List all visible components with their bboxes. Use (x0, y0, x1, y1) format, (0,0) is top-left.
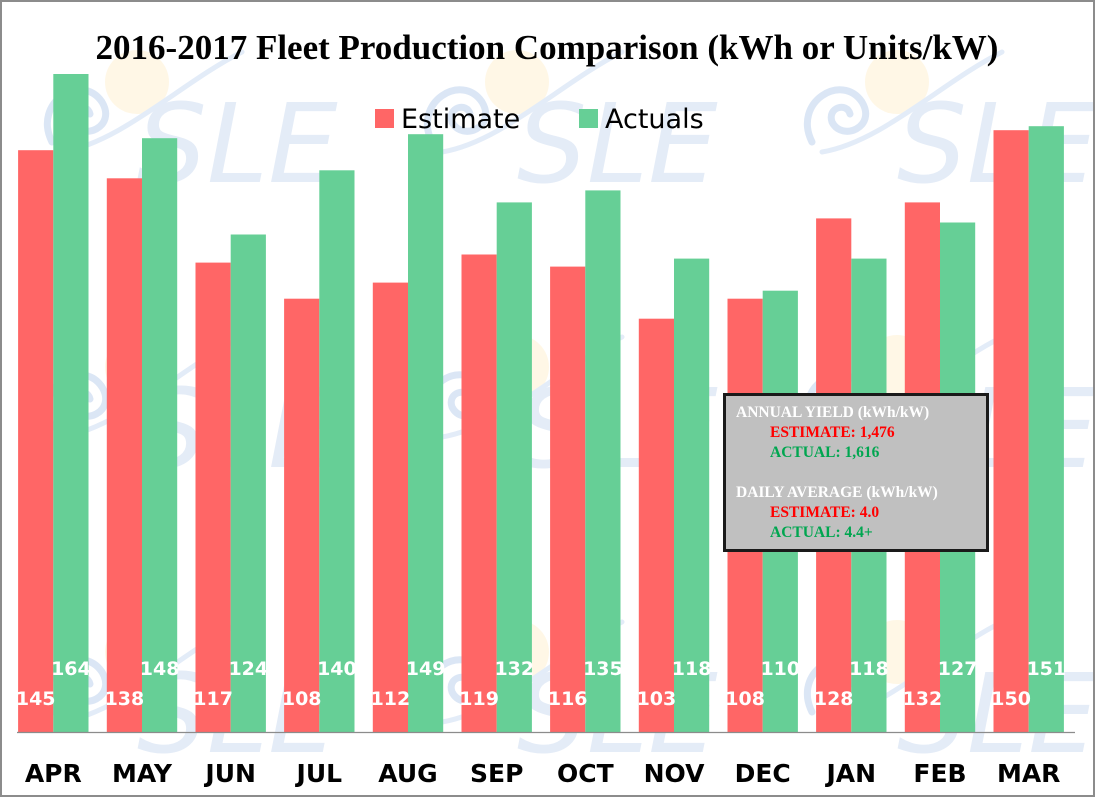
data-label-estimate-sep: 119 (459, 688, 499, 710)
watermark-text: SLE (517, 80, 718, 208)
watermark-swoosh-icon (439, 49, 625, 155)
category-label-mar: MAR (997, 759, 1060, 788)
legend-swatch-actuals (579, 109, 598, 128)
category-label-feb: FEB (913, 759, 966, 788)
bar-estimate-jul (284, 298, 320, 732)
data-label-actuals-aug: 149 (406, 658, 446, 680)
bar-actuals-aug (408, 134, 444, 732)
legend-item-actuals: Actuals (579, 104, 704, 135)
annual-actual: ACTUAL: 1,616 (770, 444, 880, 461)
data-label-actuals-oct: 135 (583, 658, 623, 680)
bar-estimate-mar (993, 130, 1029, 732)
data-label-estimate-aug: 112 (371, 688, 411, 710)
watermark-logo: SLE (43, 49, 338, 208)
data-label-estimate-nov: 103 (637, 688, 677, 710)
category-label-nov: NOV (644, 759, 706, 788)
watermark-sun-icon (485, 50, 549, 114)
data-label-estimate-dec: 108 (725, 688, 765, 710)
bar-actuals-apr (53, 74, 89, 732)
legend-label-estimate: Estimate (401, 104, 520, 135)
category-label-sep: SEP (470, 759, 523, 788)
data-label-actuals-jun: 124 (228, 658, 268, 680)
legend-label-actuals: Actuals (605, 104, 704, 135)
data-label-actuals-mar: 151 (1026, 658, 1066, 680)
category-labels-layer: APR MAY JUN JUL AUG SEP OCT NOV DEC JAN FEB MAR (25, 759, 1061, 788)
bar-estimate-may (106, 178, 142, 733)
watermark-swoosh-icon (819, 49, 1005, 155)
data-label-actuals-apr: 164 (51, 658, 91, 680)
data-label-estimate-apr: 145 (16, 688, 56, 710)
bar-actuals-mar (1028, 126, 1064, 732)
data-label-actuals-dec: 110 (760, 658, 800, 680)
category-label-aug: AUG (378, 759, 437, 788)
data-label-estimate-may: 138 (105, 688, 145, 710)
data-label-estimate-jul: 108 (282, 688, 322, 710)
category-label-may: MAY (112, 759, 173, 788)
bar-actuals-may (142, 138, 178, 732)
legend: Estimate Actuals (375, 104, 704, 135)
bar-estimate-sep (461, 254, 497, 732)
data-label-actuals-sep: 132 (494, 658, 534, 680)
watermark-logo: SLE (423, 49, 718, 208)
data-label-estimate-oct: 116 (548, 688, 588, 710)
category-label-apr: APR (25, 759, 82, 788)
watermark-swirl-icon (423, 86, 490, 146)
bar-estimate-oct (550, 266, 586, 732)
legend-item-estimate: Estimate (375, 104, 520, 135)
category-label-jul: JUL (295, 759, 343, 788)
category-label-dec: DEC (735, 759, 791, 788)
bar-estimate-jun (195, 262, 231, 732)
data-label-estimate-jun: 117 (193, 688, 233, 710)
category-label-jan: JAN (825, 759, 877, 788)
bar-estimate-aug (372, 282, 408, 732)
daily-estimate: ESTIMATE: 4.0 (770, 504, 880, 521)
data-label-actuals-jul: 140 (317, 658, 357, 680)
data-label-actuals-may: 148 (140, 658, 180, 680)
daily-actual: ACTUAL: 4.4+ (770, 524, 873, 541)
data-label-actuals-nov: 118 (672, 658, 712, 680)
data-label-estimate-feb: 132 (903, 688, 943, 710)
chart-title: 2016-2017 Fleet Production Comparison (k… (96, 28, 999, 67)
spacer (726, 463, 986, 483)
legend-swatch-estimate (375, 109, 394, 128)
watermark-sun-icon (105, 50, 169, 114)
annual-yield-header: ANNUAL YIELD (kWh/kW) (736, 404, 930, 421)
bar-actuals-sep (496, 202, 532, 732)
annual-yield-annotation-box: ANNUAL YIELD (kWh/kW) ESTIMATE: 1,476 AC… (723, 393, 989, 552)
bar-estimate-nov (638, 318, 674, 732)
data-label-actuals-jan: 118 (849, 658, 889, 680)
bar-actuals-oct (585, 190, 621, 732)
category-label-jun: JUN (203, 759, 256, 788)
data-labels-layer: 145 164 138 148 117 124 108 140 112 149 119 132 116 1… (16, 658, 1066, 710)
watermark-sun-icon (865, 50, 929, 114)
daily-average-header: DAILY AVERAGE (kWh/kW) (736, 484, 938, 501)
bar-actuals-nov (674, 258, 710, 732)
bar-estimate-apr (18, 150, 54, 732)
category-label-oct: OCT (557, 759, 614, 788)
watermark-swirl-icon (803, 86, 870, 146)
bar-actuals-jul (319, 170, 355, 733)
data-label-estimate-jan: 128 (814, 688, 854, 710)
data-label-actuals-feb: 127 (938, 658, 978, 680)
annual-estimate: ESTIMATE: 1,476 (770, 424, 895, 441)
bar-actuals-jun (230, 234, 266, 732)
data-label-estimate-mar: 150 (991, 688, 1031, 710)
